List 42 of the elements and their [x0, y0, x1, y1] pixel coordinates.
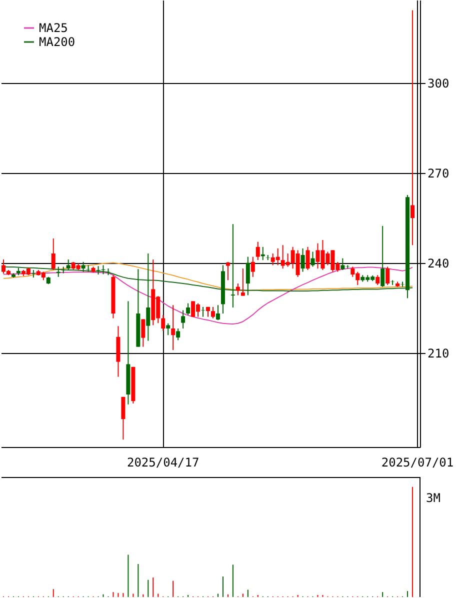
candlestick	[236, 283, 240, 296]
y-tick-label: 270	[428, 166, 450, 181]
candlestick	[146, 253, 150, 342]
candlestick	[86, 264, 90, 272]
candlestick	[340, 258, 345, 270]
candlestick	[51, 238, 56, 270]
candlestick	[121, 396, 126, 440]
legend-label: MA200	[39, 35, 76, 49]
y-tick-label: 300	[428, 76, 450, 91]
candlestick	[266, 254, 270, 261]
candlestick	[240, 268, 245, 296]
candlestick	[61, 266, 66, 274]
candlestick	[216, 304, 220, 321]
text: 3M	[426, 491, 440, 505]
candlestick	[256, 241, 260, 261]
candlestick	[310, 251, 315, 268]
candlestick	[66, 259, 70, 270]
candlestick	[210, 306, 215, 319]
candlestick	[250, 256, 255, 278]
candlestick	[306, 246, 310, 270]
x-tick-label: 2025/04/17	[126, 456, 200, 470]
candlestick	[171, 304, 176, 351]
candlestick	[380, 225, 385, 288]
candlestick	[386, 266, 390, 286]
candlestick	[186, 302, 190, 316]
candlestick	[81, 261, 86, 272]
candlestick	[376, 274, 380, 286]
candlestick	[230, 224, 235, 308]
x-tick-label: 2025/07/01	[381, 456, 454, 470]
candlestick	[161, 314, 166, 332]
y-tick-label: 240	[428, 256, 450, 271]
candlestick	[300, 248, 305, 272]
candlestick	[410, 10, 415, 246]
candlestick	[246, 256, 250, 296]
y-tick-label: 210	[428, 346, 450, 361]
candlestick	[176, 328, 180, 341]
candlestick	[201, 306, 206, 318]
legend-label: MA25	[39, 21, 68, 35]
candlestick	[166, 322, 170, 336]
candlestick	[181, 310, 186, 329]
candlestick	[226, 261, 230, 281]
candlestick	[141, 318, 146, 348]
